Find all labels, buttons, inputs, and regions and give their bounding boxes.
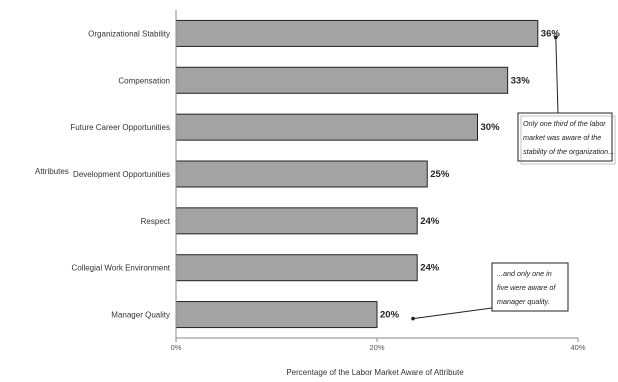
x-axis-label: Percentage of the Labor Market Aware of … <box>286 368 464 377</box>
y-axis-label: Attributes <box>35 167 69 176</box>
category-label: Manager Quality <box>111 311 170 320</box>
value-label: 33% <box>511 75 531 86</box>
x-tick-label: 0% <box>171 343 182 352</box>
annotation-box <box>491 262 569 312</box>
bar <box>175 113 478 141</box>
category-label: Compensation <box>118 76 170 85</box>
x-axis-ticks: 0% 20% 40% <box>171 338 586 352</box>
value-labels: 36% 33% 30% 25% 24% 24% 20% <box>380 28 560 320</box>
value-label: 30% <box>481 122 501 133</box>
bar <box>175 19 539 47</box>
bar <box>175 160 428 188</box>
annotation-leader-dot <box>411 316 415 321</box>
value-label: 24% <box>420 216 440 227</box>
category-label: Respect <box>141 217 171 226</box>
bar <box>175 66 509 94</box>
annotation-line: market was aware of the <box>523 133 601 142</box>
value-label: 36% <box>541 28 561 39</box>
annotation-leader-line <box>412 307 493 320</box>
bar <box>175 301 378 329</box>
category-label: Organizational Stability <box>88 29 170 38</box>
annotation-box-shadow <box>520 115 616 165</box>
annotation-line: stability of the organization... <box>523 147 614 156</box>
annotation-leader-dot <box>554 35 558 40</box>
annotation-line: manager quality. <box>497 297 550 306</box>
annotation-box <box>517 112 613 162</box>
x-tick-label: 40% <box>570 343 585 352</box>
bar <box>175 254 418 282</box>
value-label: 20% <box>380 310 400 321</box>
bar <box>175 207 418 235</box>
value-label: 25% <box>430 169 450 180</box>
annotation-line: Only one third of the labor <box>523 119 606 128</box>
category-labels: Organizational Stability Compensation Futu… <box>70 29 170 319</box>
category-label: Collegial Work Environment <box>71 264 170 273</box>
category-label: Future Career Opportunities <box>70 123 170 132</box>
value-label: 24% <box>420 263 440 274</box>
x-tick-label: 20% <box>369 343 384 352</box>
annotation-leader-line <box>555 37 559 114</box>
annotation-line: five were aware of <box>497 283 556 292</box>
bars-layer <box>175 19 539 329</box>
category-label: Development Opportunities <box>73 170 170 179</box>
annotation-line: ...and only one in <box>497 269 552 278</box>
